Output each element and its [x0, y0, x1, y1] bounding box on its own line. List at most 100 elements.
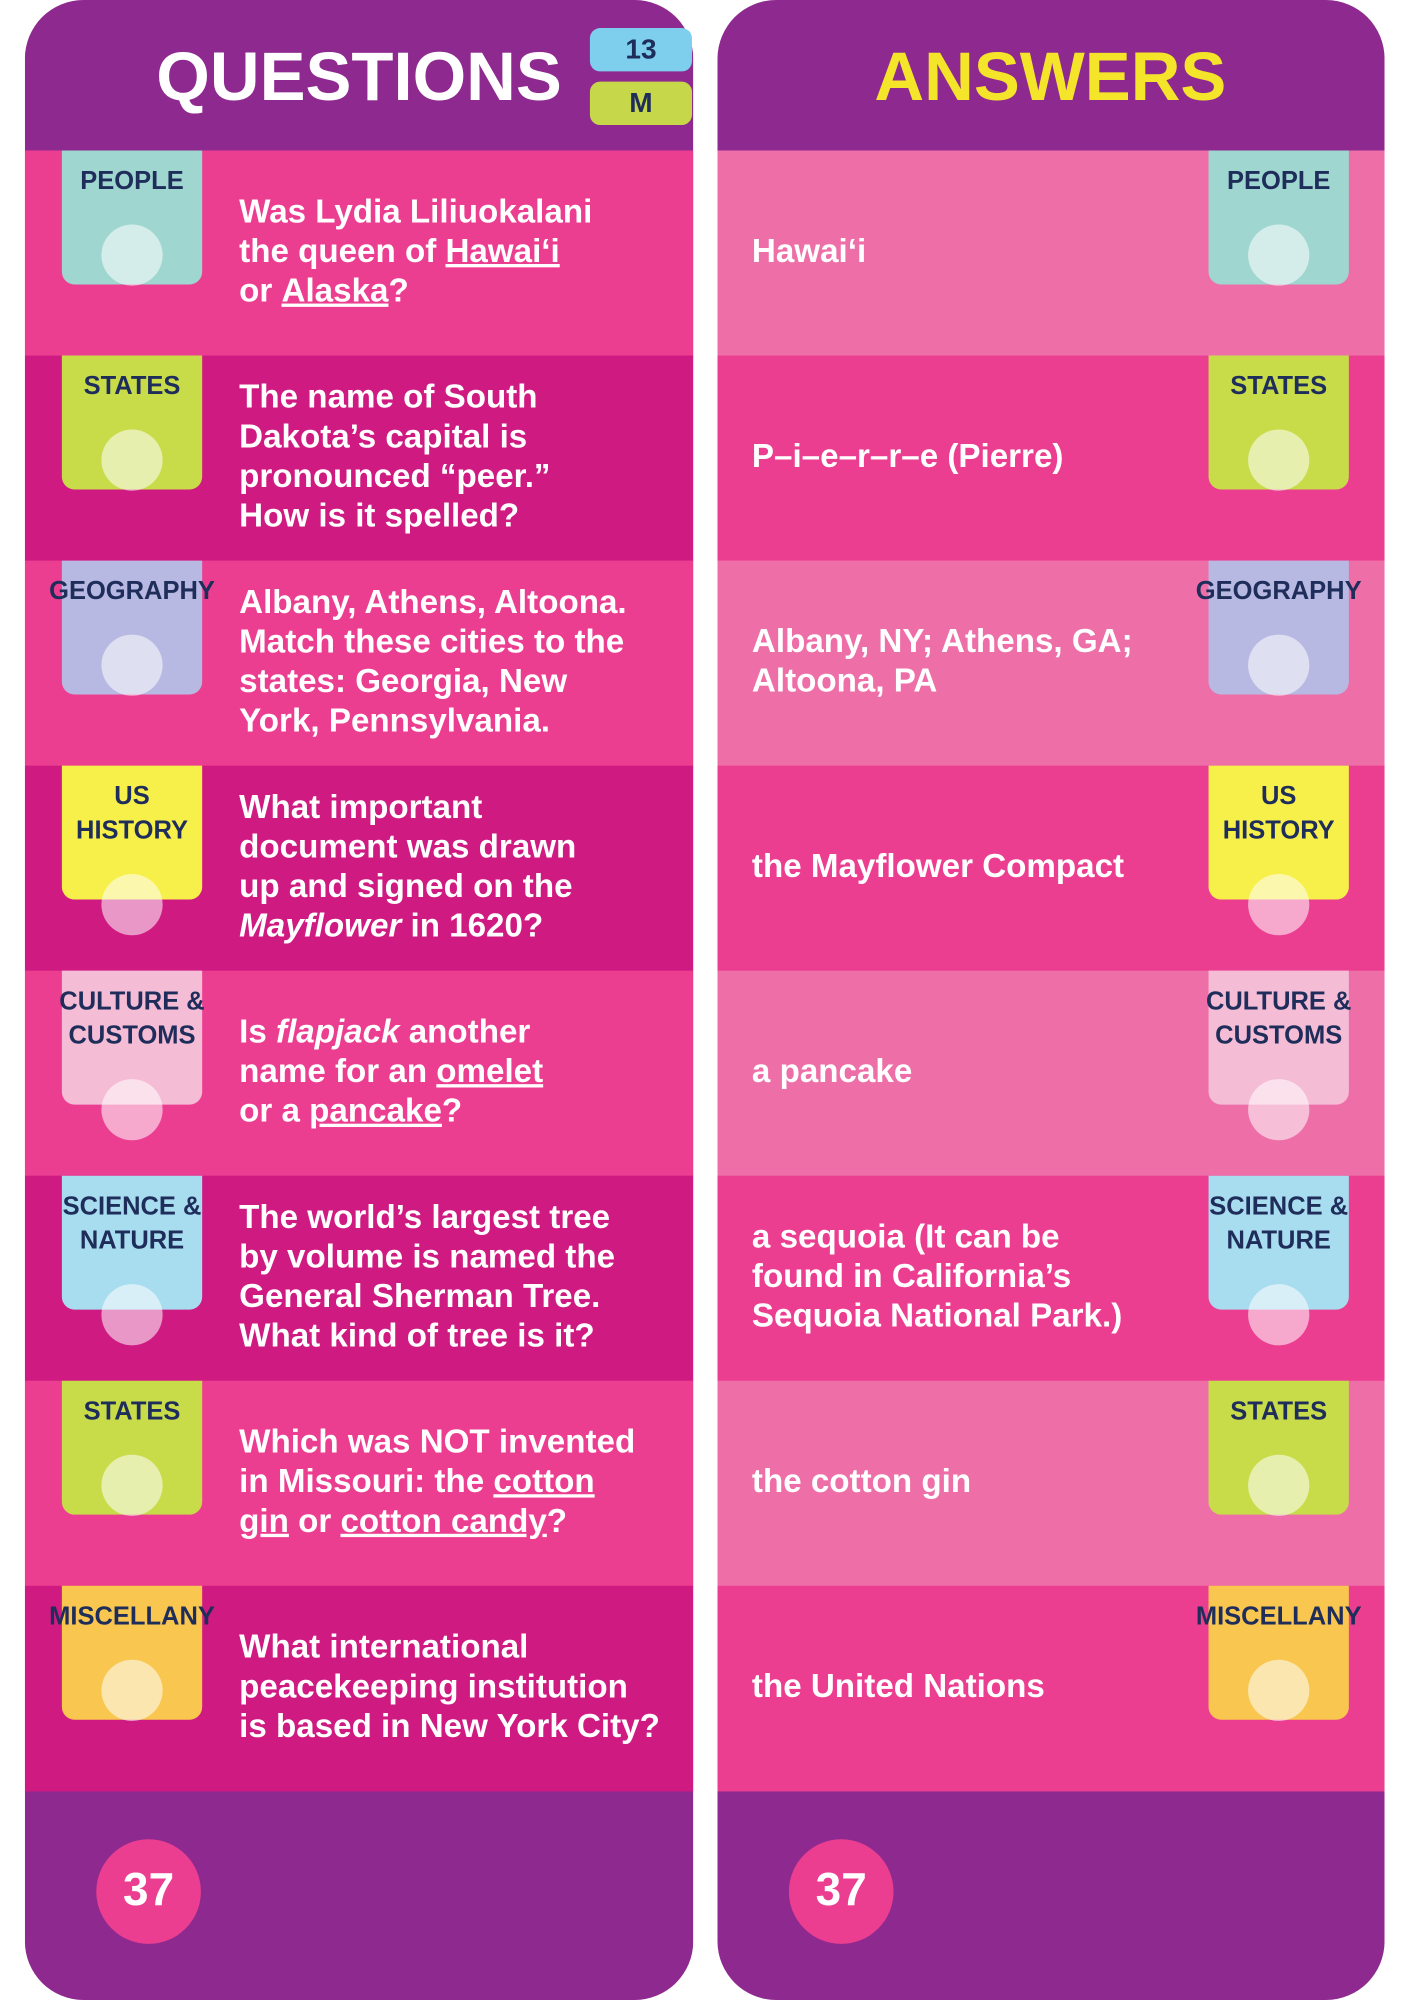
category-badge [1208, 970, 1349, 1105]
category-label: PEOPLE [80, 167, 183, 195]
question-line: in Missouri: the cotton [239, 1463, 595, 1500]
category-icon [1248, 224, 1310, 286]
question-text: What important [239, 789, 482, 826]
category-badge [1208, 1175, 1349, 1310]
question-text: name for an [239, 1053, 436, 1090]
question-text: Alaska [282, 272, 389, 309]
category-icon [101, 634, 163, 696]
question-text: in 1620? [401, 907, 543, 944]
question-line: General Sherman Tree. [239, 1278, 600, 1315]
question-text: peacekeeping institution [239, 1668, 628, 1705]
question-line: name for an omelet [239, 1053, 543, 1090]
answer-line: P–i–e–r–r–e (Pierre) [752, 438, 1064, 475]
question-text: Match these cities to the [239, 623, 624, 660]
category-badge [61, 765, 203, 900]
category-label: SCIENCE & [1209, 1192, 1348, 1220]
category-label: US [114, 782, 149, 810]
answer-line: the cotton gin [752, 1463, 971, 1500]
answers-title: ANSWERS [874, 38, 1226, 115]
question-line: Was Lydia Liliuokalani [239, 193, 592, 230]
category-icon [1248, 1284, 1310, 1346]
question-line: Mayflower in 1620? [239, 907, 543, 944]
category-icon [101, 874, 163, 936]
question-text: The world’s largest tree [239, 1199, 610, 1236]
category-badge [61, 355, 203, 490]
question-text: cotton candy [340, 1503, 547, 1540]
question-line: gin or cotton candy? [239, 1503, 567, 1540]
category-badge [61, 1585, 203, 1720]
question-text: flapjack [276, 1013, 401, 1050]
category-label: STATES [1230, 1397, 1327, 1425]
question-text: Hawai‘i [445, 233, 559, 270]
answer-line: a sequoia (It can be [752, 1218, 1060, 1255]
question-text: gin [239, 1503, 289, 1540]
question-line: up and signed on the [239, 868, 572, 905]
category-label: CUSTOMS [68, 1022, 195, 1050]
question-line: by volume is named the [239, 1238, 615, 1275]
category-icon [101, 1079, 163, 1141]
question-line: How is it spelled? [239, 497, 519, 534]
category-label: US [1261, 782, 1296, 810]
question-text: ? [388, 272, 408, 309]
question-text: Was Lydia Liliuokalani [239, 193, 592, 230]
question-text: What kind of tree is it? [239, 1317, 595, 1354]
category-icon [101, 1659, 163, 1721]
category-label: GEOGRAPHY [1196, 577, 1362, 605]
category-badge [1208, 355, 1349, 490]
question-text: is based in New York City? [239, 1708, 660, 1745]
category-badge [1208, 1585, 1349, 1720]
question-line: the queen of Hawai‘i [239, 233, 560, 270]
category-badge [1208, 765, 1349, 900]
question-line: The world’s largest tree [239, 1199, 610, 1236]
category-icon [1248, 1454, 1310, 1516]
question-line: or Alaska? [239, 272, 409, 309]
question-text: cotton [493, 1463, 594, 1500]
category-badge [61, 560, 203, 695]
category-label: STATES [84, 1397, 181, 1425]
category-badge [1208, 560, 1349, 695]
category-label: PEOPLE [1227, 167, 1330, 195]
question-text: by volume is named the [239, 1238, 615, 1275]
category-icon [101, 429, 163, 491]
number-badge [589, 28, 692, 72]
category-icon [101, 224, 163, 286]
category-label: CUSTOMS [1215, 1022, 1342, 1050]
question-text: or [239, 272, 281, 309]
question-text: or [289, 1503, 341, 1540]
question-line: Albany, Athens, Altoona. [239, 584, 626, 621]
category-label: HISTORY [1223, 817, 1335, 845]
question-text: ? [547, 1503, 567, 1540]
category-icon [1248, 429, 1310, 491]
question-line: Which was NOT invented [239, 1423, 635, 1460]
question-line: Match these cities to the [239, 623, 624, 660]
category-icon [101, 1284, 163, 1346]
badge-level: M [629, 87, 652, 118]
category-icon [1248, 1079, 1310, 1141]
category-badge [61, 1380, 203, 1515]
page-number: 37 [123, 1863, 174, 1915]
question-text: the queen of [239, 233, 445, 270]
question-text: Mayflower [239, 907, 403, 944]
question-line: document was drawn [239, 828, 576, 865]
category-badge [61, 150, 203, 285]
question-line: pronounced “peer.” [239, 458, 550, 495]
question-text: omelet [436, 1053, 543, 1090]
answer-line: found in California’s [752, 1258, 1071, 1295]
questions-card [24, 0, 694, 2000]
category-badge [1208, 150, 1349, 285]
question-text: The name of South [239, 379, 537, 416]
category-icon [101, 1454, 163, 1516]
page-circle [788, 1839, 894, 1944]
question-text: Albany, Athens, Altoona. [239, 584, 626, 621]
question-text: document was drawn [239, 828, 576, 865]
question-text: Which was NOT invented [239, 1423, 635, 1460]
question-text: or a [239, 1092, 309, 1129]
questions-title: QUESTIONS [156, 38, 562, 115]
page-circle [96, 1839, 201, 1944]
category-label: CULTURE & [59, 987, 204, 1015]
question-text: General Sherman Tree. [239, 1278, 600, 1315]
category-label: GEOGRAPHY [49, 577, 215, 605]
question-text: Is [239, 1013, 276, 1050]
category-label: STATES [1230, 372, 1327, 400]
